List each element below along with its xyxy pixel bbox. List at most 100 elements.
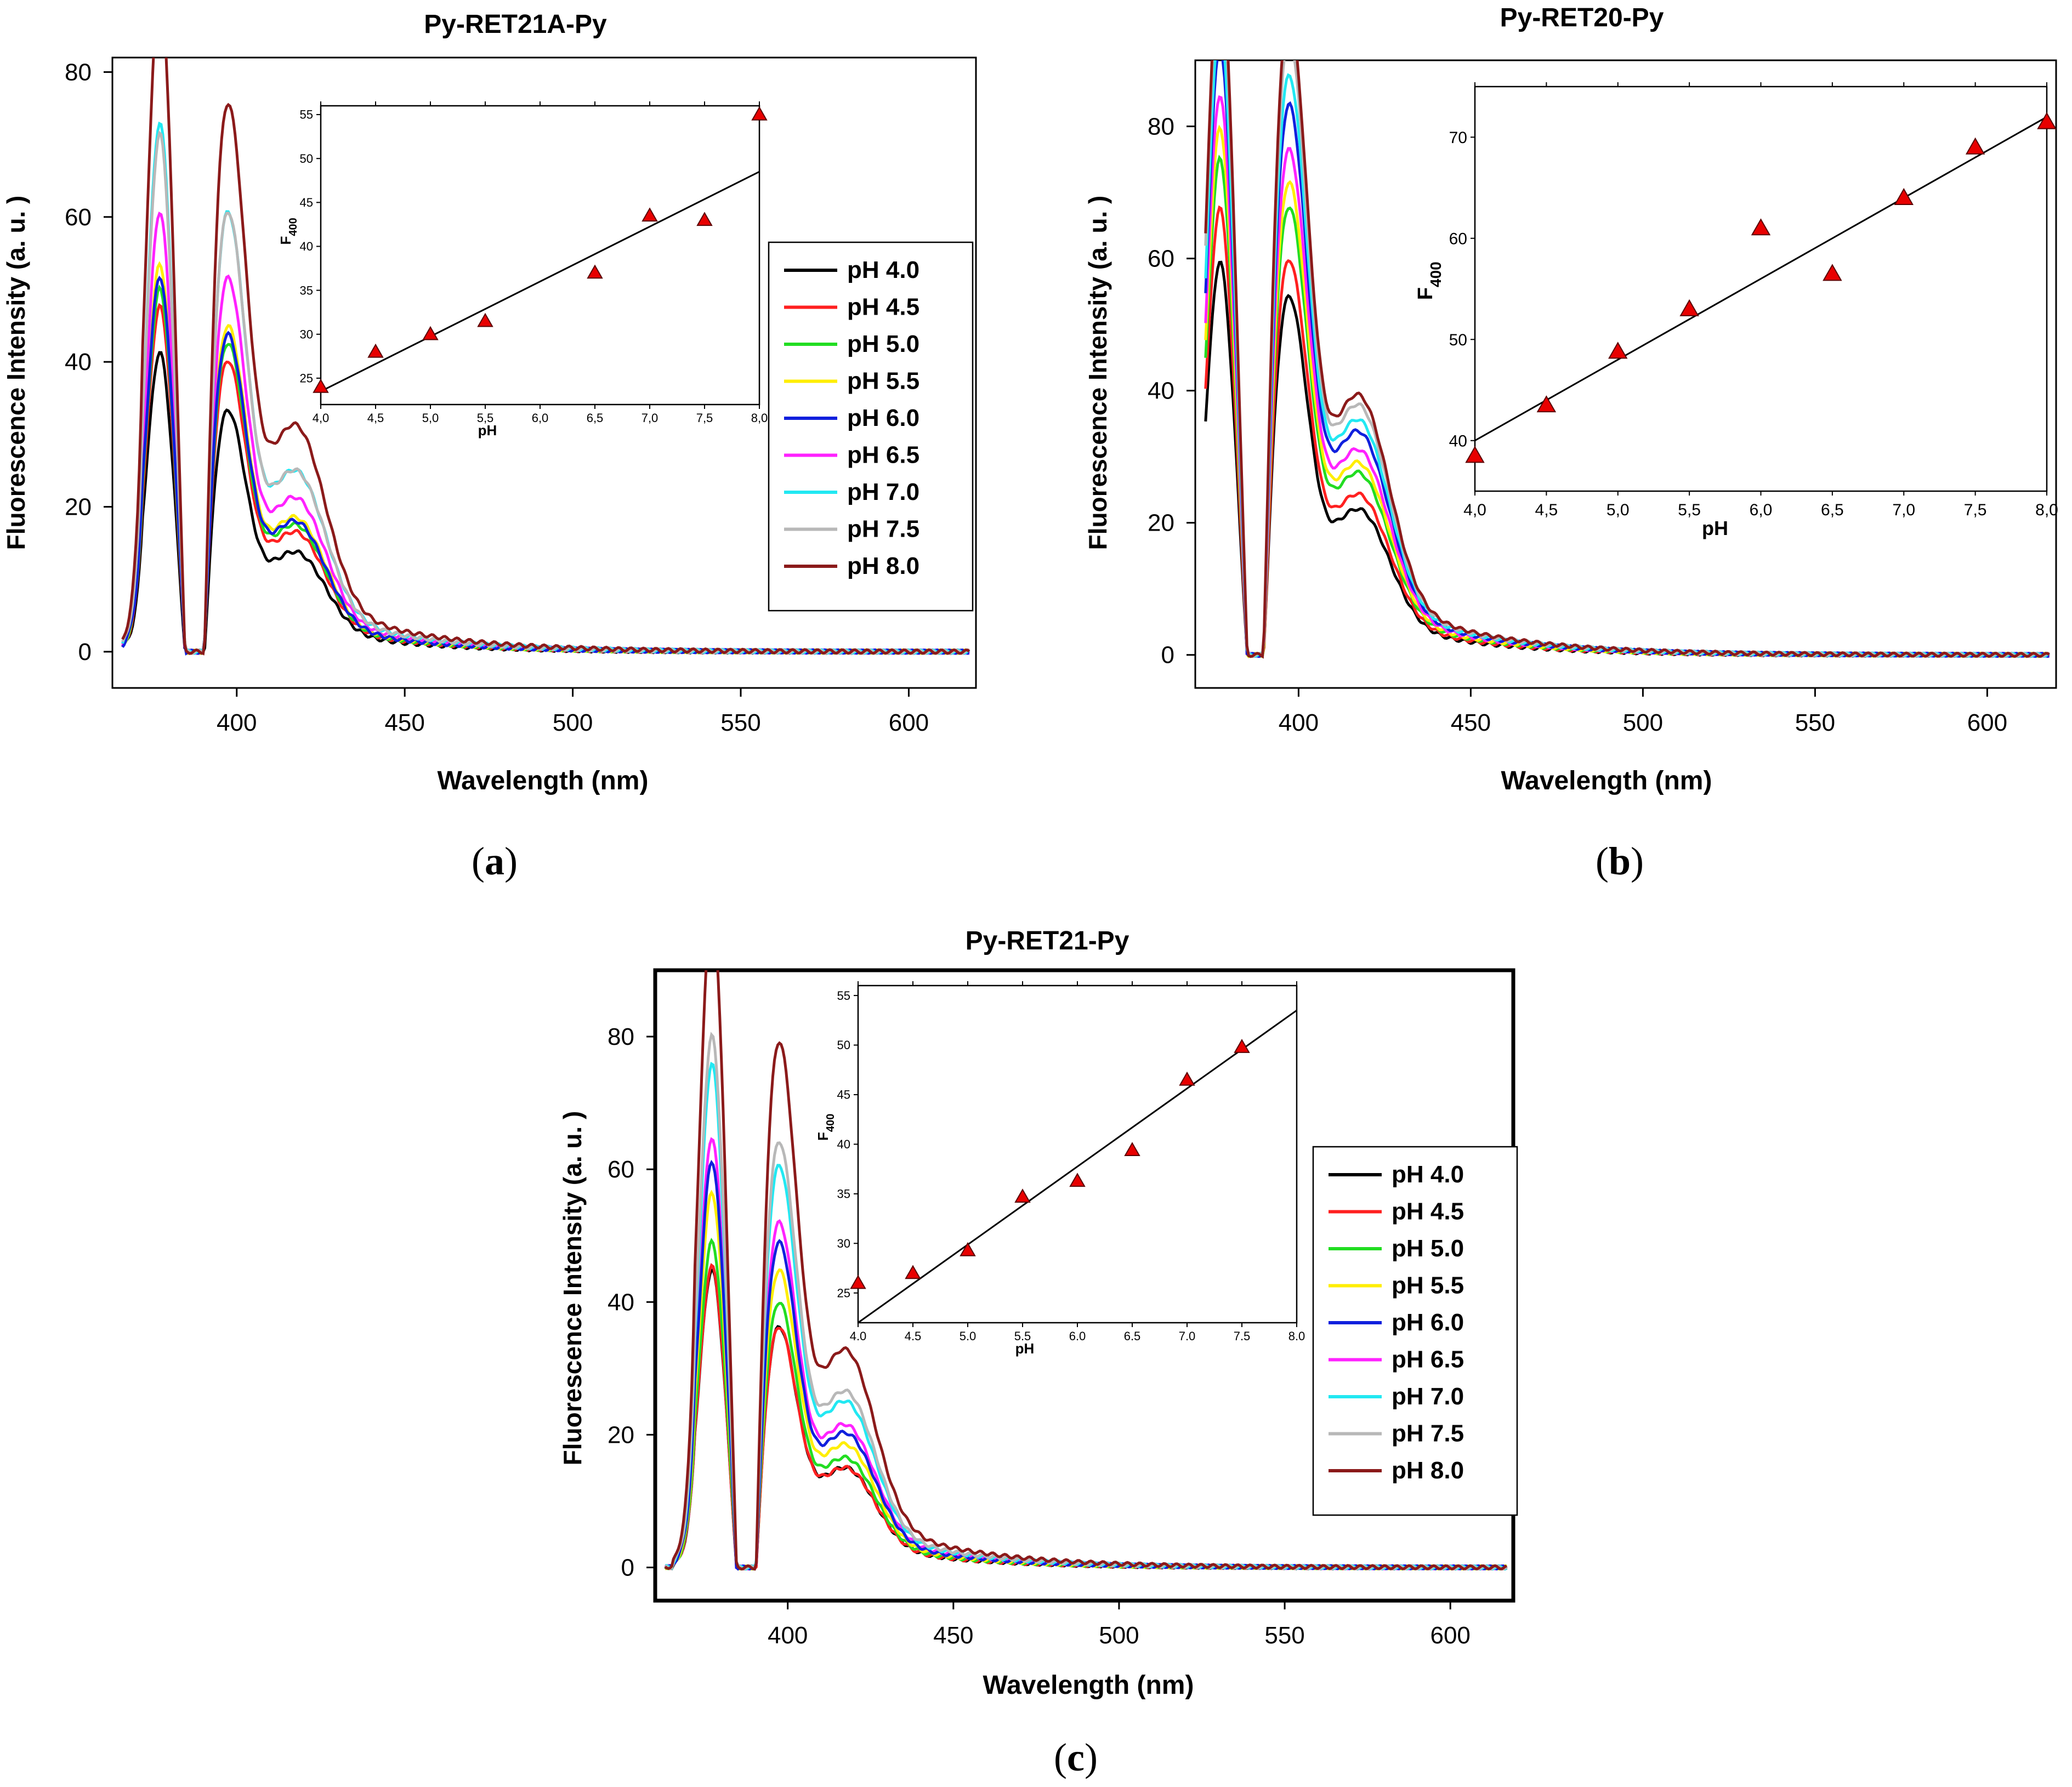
legend-label: pH 5.0 bbox=[847, 331, 919, 357]
y-tick-label: 80 bbox=[608, 1023, 634, 1050]
inset-y-tick-label: 55 bbox=[837, 989, 850, 1003]
x-axis-label: Wavelength (nm) bbox=[1501, 766, 1712, 795]
legend-box bbox=[768, 241, 974, 612]
x-tick-label: 500 bbox=[1623, 709, 1663, 736]
y-tick-label: 0 bbox=[621, 1554, 634, 1581]
inset-x-tick-label: 7,5 bbox=[1964, 501, 1987, 519]
y-axis-label: Fluorescence Intensity (a. u. ) bbox=[1083, 196, 1112, 550]
legend-label: pH 4.0 bbox=[847, 257, 919, 283]
inset-y-tick-label: 50 bbox=[300, 152, 313, 166]
inset-data-point bbox=[1823, 264, 1842, 281]
x-tick-label: 450 bbox=[933, 1622, 973, 1649]
inset-y-tick-label: 60 bbox=[1449, 230, 1467, 248]
y-tick-label: 40 bbox=[65, 349, 92, 375]
y-tick-label: 40 bbox=[608, 1289, 634, 1316]
inset-fit-line bbox=[321, 170, 759, 392]
inset-x-tick-label: 7,5 bbox=[696, 411, 713, 425]
inset-y-tick-label: 70 bbox=[1449, 129, 1467, 147]
inset-y-tick-label: 45 bbox=[837, 1088, 850, 1102]
panel-label: (c) bbox=[1054, 1735, 1098, 1779]
inset-x-tick-label: 4,5 bbox=[367, 411, 384, 425]
x-tick-label: 450 bbox=[384, 709, 424, 736]
inset-y-tick-label: 45 bbox=[300, 196, 313, 209]
panel-label-close: ) bbox=[504, 839, 518, 883]
inset-data-point bbox=[1894, 187, 1914, 205]
y-tick-label: 60 bbox=[65, 204, 92, 231]
chart-title: Py-RET20-Py bbox=[1500, 3, 1664, 32]
panel-label-close: ) bbox=[1085, 1735, 1098, 1779]
panel-label-open: ( bbox=[1596, 839, 1609, 883]
legend-label: pH 4.0 bbox=[1392, 1161, 1464, 1188]
y-tick-label: 80 bbox=[1148, 113, 1174, 140]
y-tick-label: 80 bbox=[65, 59, 92, 86]
inset-y-tick-label: 50 bbox=[1449, 331, 1467, 349]
series-line-pH60 bbox=[1204, 60, 2050, 658]
inset-data-point bbox=[850, 1274, 866, 1289]
inset-x-tick-label: 4.0 bbox=[850, 1329, 867, 1343]
series-line-pH80 bbox=[664, 970, 1508, 1571]
legend-label: pH 8.0 bbox=[847, 553, 919, 579]
inset-data-point bbox=[313, 378, 329, 393]
inset-y-tick-label: 30 bbox=[837, 1237, 850, 1250]
inset-fit-line bbox=[858, 1009, 1297, 1323]
inset-x-tick-label: 5,0 bbox=[1606, 501, 1630, 519]
inset-data-point bbox=[1965, 137, 1985, 155]
inset-y-tick-label: 25 bbox=[837, 1286, 850, 1300]
x-axis-label: Wavelength (nm) bbox=[983, 1671, 1194, 1700]
inset-data-point bbox=[1536, 395, 1557, 413]
inset-x-tick-label: 7,0 bbox=[1892, 501, 1915, 519]
x-tick-label: 550 bbox=[1264, 1622, 1304, 1649]
inset-data-point bbox=[1234, 1039, 1250, 1053]
inset-data-point bbox=[1179, 1071, 1195, 1086]
plot-frame bbox=[1194, 59, 2057, 689]
y-axis-label: Fluorescence Intensity (a. u. ) bbox=[558, 1111, 587, 1466]
inset-x-axis-label: pH bbox=[1702, 517, 1728, 539]
inset-x-tick-label: 7,0 bbox=[642, 411, 659, 425]
panel-c: Py-RET21-Py 400 450 500 550 600 0 20 40 60 80 Wavel… bbox=[558, 926, 1518, 1779]
inset-x-tick-label: 5,5 bbox=[1678, 501, 1701, 519]
inset-data-point bbox=[1014, 1188, 1031, 1203]
inset-x-tick-label: 6,0 bbox=[532, 411, 549, 425]
x-tick-label: 600 bbox=[1967, 709, 2007, 736]
inset-frame bbox=[857, 984, 1298, 1324]
panel-label-letter: b bbox=[1609, 839, 1631, 883]
legend-label: pH 7.0 bbox=[847, 479, 919, 505]
inset-x-tick-label: 4,5 bbox=[1535, 501, 1558, 519]
legend-label: pH 7.5 bbox=[1392, 1420, 1464, 1447]
series-line-pH80 bbox=[121, 58, 970, 655]
inset-y-axis-label-sub: 400 bbox=[825, 1114, 837, 1132]
legend-label: pH 6.0 bbox=[1392, 1309, 1464, 1336]
y-axis-label: Fluorescence Intensity (a. u. ) bbox=[2, 196, 30, 550]
panel-label: (b) bbox=[1596, 839, 1644, 883]
inset-x-tick-label: 7.5 bbox=[1234, 1329, 1251, 1343]
x-tick-label: 400 bbox=[217, 709, 257, 736]
inset-y-tick-label: 50 bbox=[837, 1038, 850, 1052]
inset-y-tick-label: 55 bbox=[300, 108, 313, 122]
inset-y-tick-label: 35 bbox=[837, 1187, 850, 1201]
legend-label: pH 4.5 bbox=[1392, 1198, 1464, 1225]
panel-label-open: ( bbox=[472, 839, 485, 883]
inset-x-tick-label: 5.0 bbox=[960, 1329, 977, 1343]
inset-frame bbox=[1474, 86, 2048, 492]
legend-label: pH 6.5 bbox=[1392, 1346, 1464, 1373]
panel-label-close: ) bbox=[1631, 839, 1644, 883]
legend-label: pH 5.5 bbox=[1392, 1272, 1464, 1299]
inset-x-tick-label: 6,5 bbox=[587, 411, 604, 425]
inset-data-point bbox=[751, 106, 768, 121]
inset-x-tick-label: 5,0 bbox=[422, 411, 439, 425]
x-tick-label: 600 bbox=[1430, 1622, 1470, 1649]
legend-label: pH 8.0 bbox=[1392, 1457, 1464, 1484]
inset-x-tick-label: 4,0 bbox=[313, 411, 330, 425]
inset-data-point bbox=[587, 264, 603, 279]
legend-label: pH 7.0 bbox=[1392, 1383, 1464, 1410]
x-tick-label: 550 bbox=[720, 709, 760, 736]
inset-x-axis-label: pH bbox=[478, 422, 497, 439]
inset-y-axis-label-sub: 400 bbox=[287, 218, 299, 236]
inset-y-tick-label: 35 bbox=[300, 283, 313, 297]
inset-x-tick-label: 6.5 bbox=[1124, 1329, 1141, 1343]
inset-data-point bbox=[1679, 299, 1699, 316]
legend-box bbox=[1312, 1146, 1518, 1516]
x-tick-label: 600 bbox=[889, 709, 929, 736]
y-tick-label: 20 bbox=[65, 494, 92, 521]
